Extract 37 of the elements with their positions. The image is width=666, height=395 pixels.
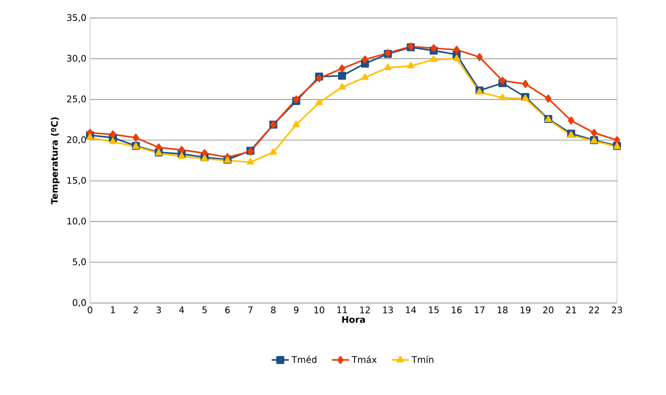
y-tick-label: 10,0 [67,218,86,226]
x-tick-label: 9 [294,306,298,314]
y-tick-label: 20,0 [67,136,86,144]
y-axis-title: Temperatura (ºC) [50,117,60,204]
y-tick-label: 25,0 [67,96,86,104]
legend-label: Tmín [412,356,434,363]
y-tick-label: 15,0 [67,176,86,185]
x-tick-label: 22 [589,306,599,314]
x-tick-label: 7 [248,306,252,314]
x-tick-label: 19 [520,306,530,314]
x-tick-label: 0 [88,306,92,314]
x-tick-label: 3 [156,306,161,314]
y-tick-label: 5,0 [72,258,86,266]
x-tick-label: 16 [452,306,462,314]
x-axis-title: Hora [342,316,365,323]
x-tick-label: 10 [314,306,324,314]
x-tick-label: 13 [383,306,393,314]
x-tick-label: 18 [498,306,508,314]
x-tick-label: 1 [111,306,115,314]
x-tick-label: 21 [566,306,576,314]
legend-label: Tméd [292,356,316,363]
x-tick-label: 20 [543,306,554,314]
x-tick-label: 2 [134,306,138,314]
x-tick-label: 17 [474,306,484,314]
y-tick-label: 30,0 [67,54,86,63]
x-tick-label: 12 [360,306,370,314]
x-tick-label: 8 [271,306,276,314]
x-tick-label: 23 [612,306,622,314]
x-tick-label: 5 [202,306,207,314]
x-tick-label: 15 [428,306,439,314]
x-tick-label: 11 [337,306,347,314]
y-tick-label: 35,0 [67,14,86,22]
y-tick-label: 0,0 [72,299,86,307]
legend-label: Tmáx [352,356,377,363]
x-tick-label: 4 [179,306,184,314]
x-tick-label: 14 [406,306,416,314]
x-tick-label: 6 [225,306,230,314]
